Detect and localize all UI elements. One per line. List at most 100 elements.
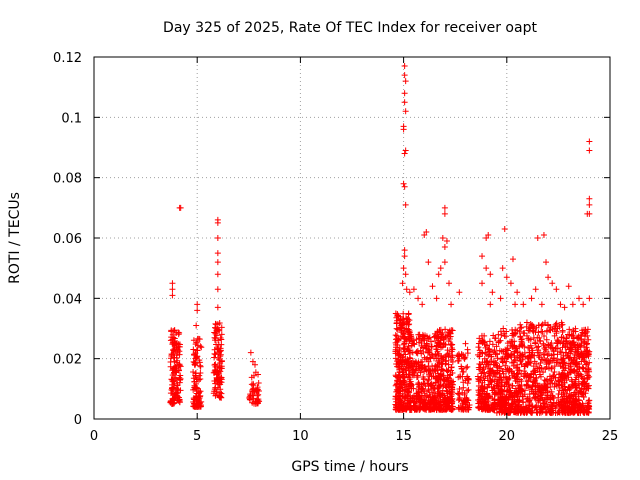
data-point: [483, 265, 490, 272]
data-point: [548, 364, 555, 371]
data-point: [544, 389, 551, 396]
data-point: [563, 335, 570, 342]
data-point: [496, 370, 503, 377]
data-point: [497, 295, 504, 302]
data-point: [554, 351, 561, 358]
data-point: [198, 344, 205, 351]
data-point: [408, 405, 415, 412]
data-point: [396, 344, 403, 351]
data-point: [586, 373, 593, 380]
data-point: [494, 355, 501, 362]
data-point: [252, 398, 259, 405]
data-point: [541, 357, 548, 364]
data-point: [401, 63, 408, 70]
data-point: [509, 344, 516, 351]
data-point: [525, 378, 532, 385]
data-point: [540, 231, 547, 238]
data-point: [514, 364, 521, 371]
data-point: [464, 363, 471, 370]
data-point: [393, 341, 400, 348]
data-point: [216, 370, 223, 377]
data-point: [548, 375, 555, 382]
data-point: [438, 360, 445, 367]
data-point: [409, 371, 416, 378]
data-point: [514, 289, 521, 296]
data-point: [531, 368, 538, 375]
data-point: [214, 328, 221, 335]
data-point: [427, 366, 434, 373]
data-point: [504, 340, 511, 347]
data-point: [441, 394, 448, 401]
data-point: [401, 247, 408, 254]
data-point: [211, 354, 218, 361]
data-point: [526, 349, 533, 356]
data-point: [529, 351, 536, 358]
data-point: [542, 365, 549, 372]
data-point: [401, 382, 408, 389]
data-point: [441, 204, 448, 211]
data-point: [586, 397, 593, 404]
data-point: [173, 366, 180, 373]
data-point: [586, 195, 593, 202]
data-point: [498, 365, 505, 372]
data-point: [541, 332, 548, 339]
data-point: [194, 307, 201, 314]
data-point: [532, 340, 539, 347]
data-point: [175, 329, 182, 336]
data-point: [415, 331, 422, 338]
data-point: [400, 316, 407, 323]
data-point: [545, 274, 552, 281]
y-tick-label: 0.12: [53, 51, 82, 66]
data-point: [213, 321, 220, 328]
data-point: [191, 359, 198, 366]
data-point: [170, 390, 177, 397]
data-point: [177, 372, 184, 379]
data-point: [584, 409, 591, 416]
data-point: [190, 346, 197, 353]
data-point: [433, 403, 440, 410]
data-point: [500, 359, 507, 366]
data-point: [572, 348, 579, 355]
data-point: [513, 375, 520, 382]
data-point: [246, 396, 253, 403]
data-point: [533, 360, 540, 367]
data-point: [212, 380, 219, 387]
data-point: [516, 354, 523, 361]
data-point: [499, 379, 506, 386]
data-point: [571, 354, 578, 361]
data-point: [507, 280, 514, 287]
data-point: [248, 381, 255, 388]
data-point: [460, 368, 467, 375]
data-point: [421, 354, 428, 361]
data-point: [448, 406, 455, 413]
data-point: [536, 349, 543, 356]
data-point: [523, 332, 530, 339]
data-point: [492, 359, 499, 366]
data-point: [519, 339, 526, 346]
data-point: [500, 325, 507, 332]
data-point: [580, 301, 587, 308]
data-point: [419, 358, 426, 365]
data-point: [400, 180, 407, 187]
data-point: [498, 374, 505, 381]
data-point: [536, 368, 543, 375]
data-point: [477, 338, 484, 345]
data-point: [191, 396, 198, 403]
data-point: [447, 330, 454, 337]
data-point: [193, 380, 200, 387]
data-point: [392, 310, 399, 317]
data-point: [553, 328, 560, 335]
data-point: [423, 404, 430, 411]
data-point: [439, 329, 446, 336]
data-point: [214, 364, 221, 371]
data-point: [169, 341, 176, 348]
data-point: [546, 359, 553, 366]
data-point: [401, 373, 408, 380]
data-point: [402, 325, 409, 332]
x-tick-label: 20: [499, 429, 516, 444]
data-point: [407, 395, 414, 402]
data-point: [572, 328, 579, 335]
data-point: [492, 335, 499, 342]
data-point: [586, 348, 593, 355]
data-point: [578, 374, 585, 381]
